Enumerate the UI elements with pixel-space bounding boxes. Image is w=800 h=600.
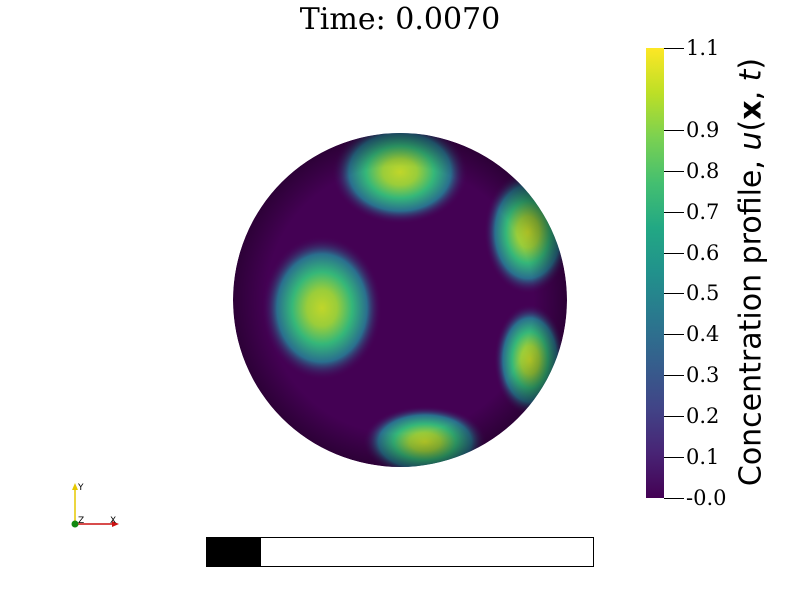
colorbar-title-prefix: Concentration profile, <box>733 150 769 487</box>
colorbar-tick-label: 0.5 <box>686 281 720 306</box>
colorbar-tick-label: 0.1 <box>686 445 720 470</box>
orientation-axes: Y Z X <box>71 483 119 528</box>
colorbar-tick <box>664 498 684 499</box>
time-title: Time: 0.0070 <box>299 2 501 37</box>
colorbar-tick-label: 0.9 <box>686 117 720 142</box>
colorbar-tick <box>664 211 684 213</box>
colorbar-tick <box>664 334 684 336</box>
colorbar-title-vector: x <box>733 100 769 120</box>
y-axis-arrow <box>72 483 78 490</box>
colorbar-tick <box>664 48 684 49</box>
colorbar-tick-label: 1.1 <box>686 36 720 60</box>
y-axis-label: Y <box>77 483 84 493</box>
colorbar-tick <box>664 457 684 459</box>
colorbar-tick <box>664 170 684 172</box>
colorbar-tick-label: 0.6 <box>686 240 720 265</box>
colorbar-title-symbol: u <box>733 131 769 151</box>
colorbar-tick-label: 0.3 <box>686 363 720 388</box>
x-axis-arrow <box>112 521 119 527</box>
progress-bar <box>206 537 594 567</box>
colorbar-tick-label: 0.4 <box>686 322 720 347</box>
colorbar-title: Concentration profile, u(x, t) <box>733 57 769 487</box>
colorbar-tick-label: 0.2 <box>686 404 720 429</box>
colorbar-tick-label: -0.0 <box>686 486 727 510</box>
colorbar-tick-label: 0.8 <box>686 158 720 183</box>
colorbar-tick <box>664 375 684 377</box>
colorbar-tick <box>664 416 684 418</box>
colorbar-tick <box>664 129 684 131</box>
x-axis-label: X <box>110 516 116 526</box>
colorbar-title-time: t <box>733 69 769 82</box>
colorbar: 1.1 0.9 0.8 0.7 0.6 0.5 0.4 0.3 0.2 0.1 -0.0 <box>640 36 800 510</box>
progress-fill <box>207 538 262 566</box>
z-axis-dot <box>71 520 79 528</box>
colorbar-tick <box>664 252 684 254</box>
colorbar-tick <box>664 293 684 295</box>
colorbar-gradient <box>646 48 664 498</box>
z-axis-label: Z <box>78 516 84 526</box>
colorbar-tick-label: 0.7 <box>686 199 720 224</box>
